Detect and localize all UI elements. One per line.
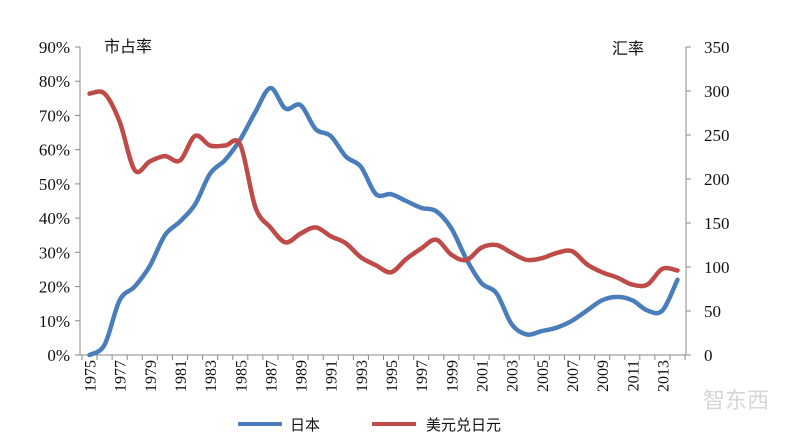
x-tick-label: 2001 (475, 360, 492, 392)
y-right-tick-label: 200 (704, 170, 730, 189)
x-tick-label: 2009 (595, 360, 612, 392)
x-tick-label: 1975 (83, 360, 100, 392)
y-left-axis-label: 市占率 (104, 37, 152, 56)
x-tick-label: 1989 (294, 360, 311, 392)
x-tick-label: 1999 (444, 360, 461, 392)
y-left-tick-label: 10% (39, 312, 70, 331)
ticks: 0% 10% 20% 30% 40% 50% 60% 70% 80% 90% 0 50 100 150 20… (39, 38, 730, 392)
x-tick-label: 2013 (655, 360, 672, 392)
x-tick-label: 1983 (203, 360, 220, 392)
y-right-axis-label: 汇率 (612, 39, 644, 58)
y-right-tick-label: 300 (704, 82, 730, 101)
y-left-tick-label: 30% (39, 243, 70, 262)
y-left-tick-label: 20% (39, 278, 70, 297)
x-tick-label: 1977 (113, 360, 130, 392)
y-left-tick-label: 0% (47, 346, 70, 365)
x-tick-label: 2011 (625, 360, 642, 391)
y-right-tick-label: 50 (704, 302, 721, 321)
x-tick-label: 1985 (233, 360, 250, 392)
x-tick-label: 1981 (173, 360, 190, 392)
series-line-japan (87, 85, 680, 358)
axes (79, 47, 687, 356)
y-left-tick-label: 80% (39, 72, 70, 91)
legend: 日本 美元兑日元 (238, 416, 501, 434)
y-right-tick-label: 350 (704, 38, 730, 57)
y-left-tick-label: 50% (39, 175, 70, 194)
x-tick-label: 1991 (324, 360, 341, 392)
y-left-tick-label: 60% (39, 141, 70, 160)
y-right-tick-label: 0 (704, 346, 713, 365)
legend-label-japan: 日本 (290, 416, 320, 434)
y-right-tick-label: 250 (704, 126, 730, 145)
x-tick-label: 1979 (143, 360, 160, 392)
x-tick-label: 1997 (414, 360, 431, 392)
y-left-tick-label: 70% (39, 106, 70, 125)
y-left-tick-label: 40% (39, 209, 70, 228)
y-right-tick-label: 150 (704, 214, 730, 233)
x-tick-label: 1995 (384, 360, 401, 392)
y-left-tick-label: 90% (39, 38, 70, 57)
watermark: 智东西 (703, 389, 769, 414)
series-line-usdjpy (87, 89, 680, 289)
x-tick-label: 2005 (535, 360, 552, 392)
y-right-tick-label: 100 (704, 258, 730, 277)
x-tick-label: 2003 (505, 360, 522, 392)
x-tick-label: 1993 (354, 360, 371, 392)
x-tick-label: 1987 (263, 360, 280, 392)
x-tick-label: 2007 (565, 360, 582, 392)
series-lines (87, 85, 680, 358)
legend-label-usdjpy: 美元兑日元 (426, 416, 501, 434)
